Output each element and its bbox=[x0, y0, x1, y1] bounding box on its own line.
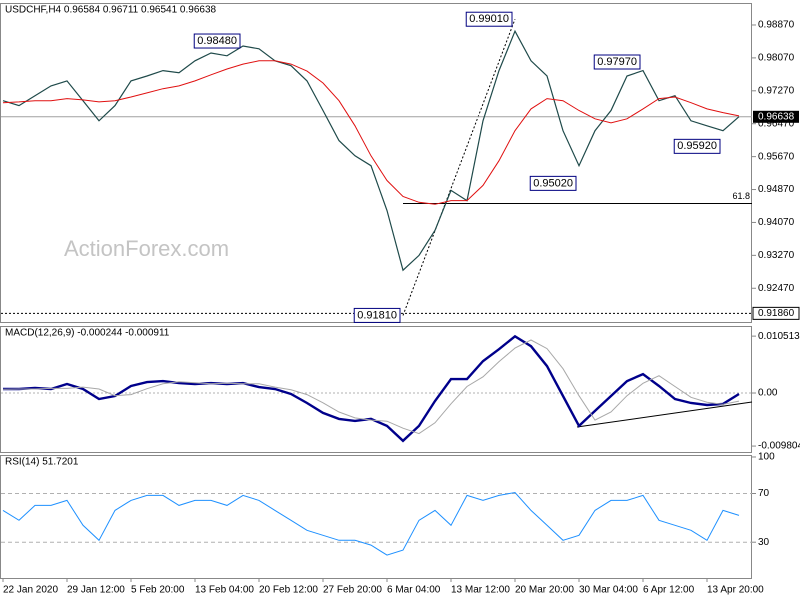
series-line bbox=[2, 339, 740, 435]
fib-line bbox=[402, 19, 516, 316]
level-label: 61.8 bbox=[732, 191, 750, 201]
x-tick-label: 13 Apr 20:00 bbox=[707, 585, 764, 596]
x-tick-label: 30 Mar 04:00 bbox=[579, 585, 638, 596]
y-tick-label: 0.94070 bbox=[758, 217, 795, 228]
x-tick-label: 6 Mar 04:00 bbox=[387, 585, 441, 596]
y-tick-label: 0.93270 bbox=[758, 250, 795, 261]
watermark: ActionForex.com bbox=[64, 236, 229, 261]
last-price-label: 0.96638 bbox=[758, 111, 795, 122]
annotation-label: 0.95920 bbox=[677, 140, 717, 152]
annotation-label: 0.97970 bbox=[597, 56, 637, 68]
x-tick-label: 13 Mar 12:00 bbox=[451, 585, 510, 596]
annotation-label: 0.91810 bbox=[357, 309, 397, 321]
y-tick-label: 0.92470 bbox=[758, 283, 795, 294]
annotation-box bbox=[465, 11, 513, 27]
annotation-box bbox=[529, 175, 577, 191]
rsi-panel bbox=[0, 455, 752, 579]
annotation-label: 0.95020 bbox=[533, 177, 573, 189]
annotation-box bbox=[193, 33, 241, 49]
y-tick-label: 100 bbox=[758, 452, 775, 463]
y-tick-label: 30 bbox=[758, 537, 770, 548]
annotation-box bbox=[593, 54, 641, 70]
annotation-label: 0.98480 bbox=[197, 35, 237, 47]
annotation-box bbox=[673, 138, 721, 154]
series-line bbox=[2, 491, 740, 556]
y-tick-label: 0.97270 bbox=[758, 85, 795, 96]
x-tick-label: 13 Feb 04:00 bbox=[195, 585, 254, 596]
x-tick-label: 5 Feb 20:00 bbox=[131, 585, 185, 596]
series-line bbox=[2, 29, 740, 272]
y-tick-label: -0.009804 bbox=[758, 441, 800, 452]
x-tick-label: 20 Mar 20:00 bbox=[515, 585, 574, 596]
level-label: 0.91860 bbox=[758, 308, 795, 319]
y-tick-label: 0.94870 bbox=[758, 184, 795, 195]
x-tick-label: 29 Jan 12:00 bbox=[67, 585, 125, 596]
macd-panel bbox=[0, 326, 752, 453]
x-tick-label: 20 Feb 12:00 bbox=[259, 585, 318, 596]
panel-title: RSI(14) 51.7201 bbox=[5, 457, 79, 468]
panel-title: USDCHF,H4 0.96584 0.96711 0.96541 0.9663… bbox=[5, 5, 217, 16]
level-box bbox=[752, 306, 800, 320]
last-price-box bbox=[753, 110, 799, 123]
panel-title: MACD(12,26,9) -0.000244 -0.000911 bbox=[5, 328, 170, 339]
series-line bbox=[3, 334, 740, 443]
x-tick-label: 6 Apr 12:00 bbox=[643, 585, 695, 596]
x-tick-label: 27 Feb 20:00 bbox=[323, 585, 382, 596]
y-tick-label: 0.96470 bbox=[758, 118, 795, 129]
macd-trendline bbox=[576, 401, 753, 428]
annotation-label: 0.99010 bbox=[469, 13, 509, 25]
y-tick-label: 0.98870 bbox=[758, 20, 795, 31]
annotation-box bbox=[353, 307, 401, 323]
y-tick-label: 70 bbox=[758, 488, 770, 499]
y-tick-label: 0.98070 bbox=[758, 53, 795, 64]
y-tick-label: 0.010513 bbox=[758, 331, 800, 342]
y-tick-label: 0.00 bbox=[758, 388, 778, 399]
series-line bbox=[2, 60, 740, 205]
x-tick-label: 22 Jan 2020 bbox=[3, 585, 58, 596]
y-tick-label: 0.95670 bbox=[758, 151, 795, 162]
